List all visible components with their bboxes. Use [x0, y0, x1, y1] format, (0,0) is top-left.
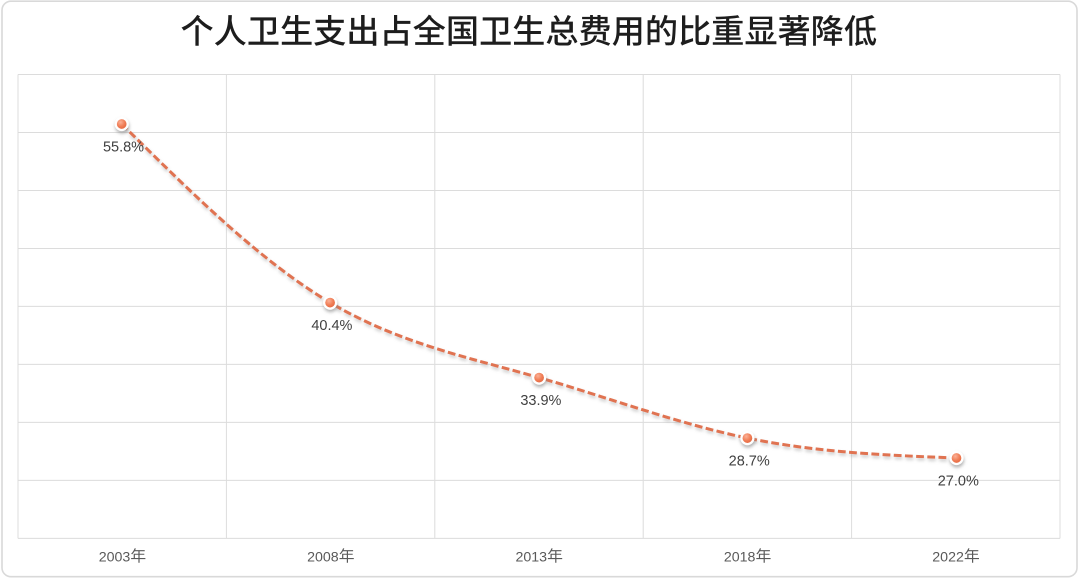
svg-text:28.7%: 28.7% — [729, 453, 770, 469]
svg-text:2018: 2018 — [724, 550, 756, 566]
svg-text:33.9%: 33.9% — [520, 393, 561, 409]
svg-text:2003: 2003 — [99, 550, 131, 566]
svg-text:40.4%: 40.4% — [311, 318, 352, 334]
svg-text:2022: 2022 — [932, 550, 964, 566]
svg-text:2008: 2008 — [307, 550, 339, 566]
svg-text:2013: 2013 — [516, 550, 548, 566]
svg-text:27.0%: 27.0% — [938, 473, 979, 489]
svg-text:55.8%: 55.8% — [103, 139, 144, 155]
